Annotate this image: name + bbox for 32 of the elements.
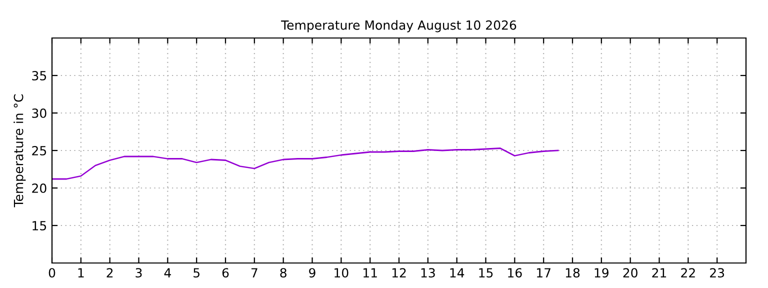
x-tick-label: 10 [334,268,348,278]
x-tick-label: 22 [681,268,695,278]
x-tick-label: 18 [566,268,580,278]
x-tick-label: 13 [421,268,435,278]
y-axis-title: Temperature in °C [14,94,26,208]
x-tick-label: 1 [78,268,84,278]
chart-title: Temperature Monday August 10 2026 [281,20,516,32]
x-tick-label: 3 [136,268,142,278]
x-tick-label: 8 [280,268,286,278]
x-tick-label: 9 [309,268,316,278]
x-tick-label: 21 [652,268,666,278]
x-tick-label: 0 [48,268,56,278]
y-tick-label: 30 [32,108,46,118]
x-tick-label: 14 [450,268,464,278]
x-tick-label: 23 [710,268,724,278]
x-tick-label: 2 [106,268,113,278]
x-tick-label: 11 [364,268,377,278]
x-tick-label: 15 [479,268,493,278]
x-tick-label: 7 [251,268,258,278]
line-series [52,148,559,180]
x-tick-label: 20 [623,268,638,278]
x-tick-label: 4 [164,268,171,278]
x-tick-label: 5 [194,268,200,278]
x-tick-label: 12 [392,268,406,278]
y-tick-label: 15 [32,221,46,230]
y-tick-label: 35 [32,70,46,80]
x-tick-label: 19 [594,268,608,278]
x-tick-label: 16 [508,268,522,278]
y-tick-label: 25 [32,146,46,156]
x-tick-label: 17 [537,268,550,278]
x-tick-label: 6 [222,268,229,278]
y-tick-label: 20 [32,183,46,193]
